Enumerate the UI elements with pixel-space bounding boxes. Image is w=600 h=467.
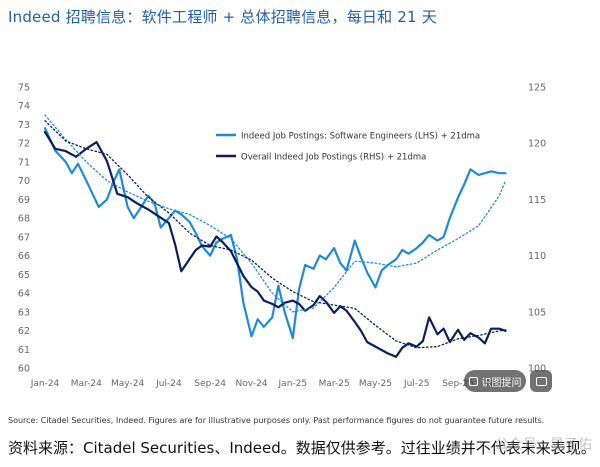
image-search-button[interactable] (530, 370, 552, 392)
y-right-tick-label: 100 (528, 364, 546, 375)
y-left-tick-label: 74 (18, 101, 30, 112)
legend-entry: Overall Indeed Job Postings (RHS) + 21dm… (241, 153, 426, 163)
y-right-tick-label: 105 (528, 307, 546, 318)
ocr-ask-label: 识图提问 (481, 377, 522, 389)
y-right-tick-label: 125 (528, 83, 546, 94)
y-left-tick-label: 67 (18, 232, 30, 243)
x-tick-label: Jan-24 (30, 379, 60, 389)
source-note: Source: Citadel Securities, Indeed. Figu… (8, 416, 545, 425)
y-left-tick-label: 71 (18, 157, 30, 168)
y-left-tick-label: 62 (18, 326, 30, 337)
ocr-ask-button[interactable]: 识图提问 (464, 370, 526, 392)
y-right-tick-label: 115 (528, 195, 546, 206)
series-layer (43, 114, 507, 358)
y-left-tick-label: 69 (18, 195, 30, 206)
y-left-tick-label: 75 (18, 83, 30, 94)
series-software-engineers-line (43, 127, 507, 340)
x-tick-label: Sep-25 (442, 379, 474, 389)
x-tick-label: Jan-25 (278, 379, 308, 389)
y-left-tick-label: 68 (18, 214, 30, 225)
y-left-tick-label: 61 (18, 345, 30, 356)
x-tick-label: Jul-25 (403, 379, 430, 389)
right-axis-ticks: 100 105 110 115 120 125 (528, 83, 546, 375)
series-overall-dma-line (44, 120, 507, 349)
legend-entry: Indeed Job Postings: Software Engineers … (241, 132, 480, 142)
x-tick-label: Mar-24 (71, 379, 102, 389)
y-left-tick-label: 70 (18, 176, 30, 187)
series-overall-line (43, 130, 507, 358)
page-title: Indeed 招聘信息：软件工程师 + 总体招聘信息，每日和 21 天 (8, 8, 437, 26)
y-right-tick-label: 120 (528, 139, 546, 150)
x-tick-label: Nov-24 (236, 379, 268, 389)
x-tick-label: Sep-24 (194, 379, 226, 389)
left-axis-ticks: 60 61 62 63 64 65 66 67 68 69 70 71 72 73 74 75 (18, 83, 30, 375)
x-tick-label: May-25 (359, 379, 392, 389)
watermark: 公众号 · 星子佑 (494, 437, 592, 453)
scan-icon (468, 376, 478, 386)
y-left-tick-label: 64 (18, 289, 30, 300)
series-software-engineers-dma-line (44, 114, 507, 313)
x-tick-label: Jul-24 (155, 379, 182, 389)
y-left-tick-label: 65 (18, 270, 30, 281)
footnote: 资料来源：Citadel Securities、Indeed。数据仅供参考。过往… (8, 439, 596, 457)
y-left-tick-label: 63 (18, 307, 30, 318)
y-left-tick-label: 72 (18, 139, 30, 150)
legend: Indeed Job Postings: Software Engineers … (216, 132, 480, 163)
y-left-tick-label: 66 (18, 251, 30, 262)
x-tick-label: Mar-25 (319, 379, 350, 389)
x-tick-label: May-24 (111, 379, 144, 389)
y-left-tick-label: 60 (18, 364, 30, 375)
y-left-tick-label: 73 (18, 120, 30, 131)
image-icon (535, 376, 547, 386)
y-right-tick-label: 110 (528, 251, 546, 262)
x-axis-ticks: Jan-24 Mar-24 May-24 Jul-24 Sep-24 Nov-24 Jan-… (30, 379, 513, 389)
